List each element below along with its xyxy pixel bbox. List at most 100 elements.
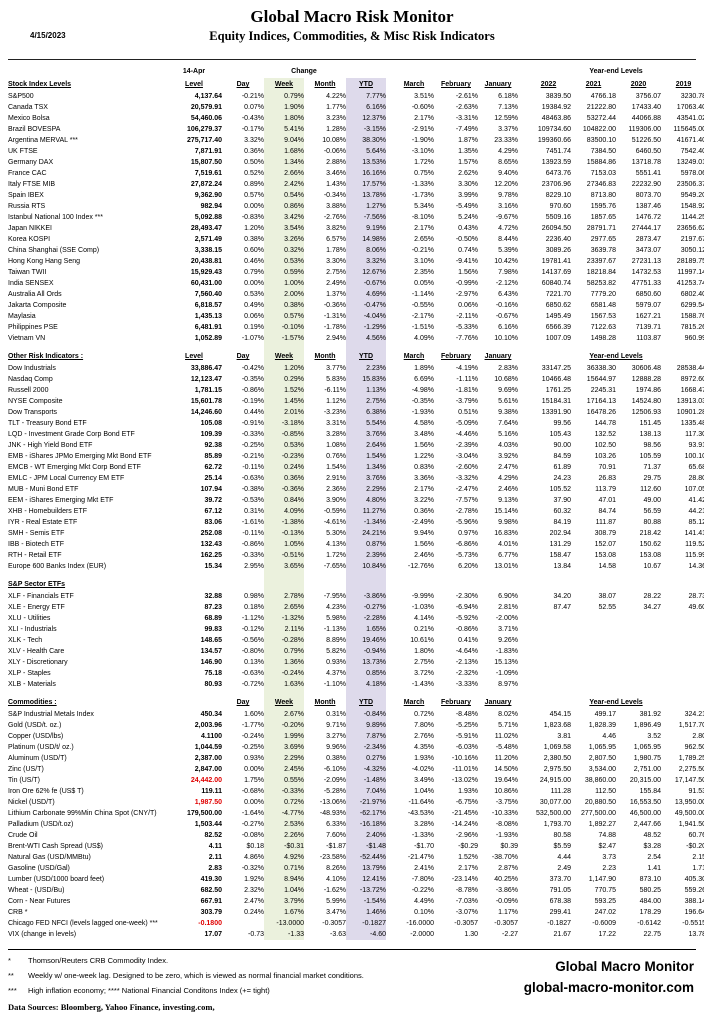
value-cell: 2.41%: [414, 865, 434, 872]
value-cell: -0.94%: [363, 648, 386, 655]
value-cell: -0.51%: [281, 552, 304, 559]
row-label: Zinc (US/T): [8, 766, 44, 773]
value-cell: 0.51%: [458, 409, 478, 416]
value-cell: 68.89: [204, 615, 222, 622]
value-cell: -0.08%: [241, 832, 264, 839]
column-header: Week: [274, 353, 294, 360]
value-cell: -0.42%: [241, 365, 264, 372]
value-cell: -4.61%: [323, 519, 346, 526]
value-cell: -5.09%: [455, 420, 478, 427]
value-cell: 405.30: [684, 876, 704, 883]
value-cell: -0.3057: [494, 920, 518, 927]
row-label: XHB - Homebuilders ETF: [8, 508, 87, 515]
column-header: Week: [274, 699, 294, 706]
row-label: Brazil BOVESPA: [8, 126, 61, 133]
value-cell: -1.90%: [411, 137, 434, 144]
row-label: SMH - Semis ETF: [8, 530, 65, 537]
value-cell: 109.39: [200, 431, 222, 438]
row-label: RTH - Retail ETF: [8, 552, 62, 559]
value-cell: 4.35%: [414, 744, 434, 751]
row-label: LQD - Investment Grade Corp Bond ETF: [8, 431, 135, 438]
value-cell: 1,435.13: [194, 313, 222, 320]
value-cell: -5.96%: [455, 519, 478, 526]
value-cell: 28189.75: [676, 258, 704, 265]
value-cell: -1.11%: [456, 376, 478, 383]
column-header: Month: [314, 81, 336, 88]
value-cell: 4.29%: [498, 148, 518, 155]
value-cell: 153.08: [594, 552, 616, 559]
value-cell: 6581.48: [590, 302, 616, 309]
row-label: Palladium (USD/t.oz): [8, 821, 74, 828]
row-label: XLY - Discretionary: [8, 659, 68, 666]
row-label: XLE - Energy ETF: [8, 604, 65, 611]
value-cell: 37.90: [553, 497, 571, 504]
value-cell: 8972.60: [680, 376, 704, 383]
value-cell: 2,847.00: [194, 766, 222, 773]
value-cell: 80.88: [643, 519, 661, 526]
value-cell: 98.56: [643, 442, 661, 449]
value-cell: 0.49%: [244, 302, 264, 309]
value-cell: 12,123.47: [190, 376, 222, 383]
value-cell: 593.25: [594, 898, 616, 905]
row-label: Brent-WTI Cash Spread (US$): [8, 843, 103, 850]
value-cell: 1,896.49: [633, 722, 661, 729]
value-cell: 3.76%: [366, 475, 386, 482]
value-cell: 3473.07: [635, 247, 661, 254]
footnote-marker: **: [8, 971, 14, 980]
table-row: Brazil BOVESPA 106,279.37 -0.17% 5.41% 1.28%…: [8, 124, 704, 135]
row-label: Iron Ore 62% fe (US$ T): [8, 788, 84, 795]
table-row: XLI - Industrials 99.83 -0.12% 2.11% -1.13% 1…: [8, 624, 696, 635]
value-cell: 3839.50: [545, 93, 571, 100]
value-cell: 13,950.00: [674, 799, 704, 806]
value-cell: 6299.54: [680, 302, 704, 309]
value-cell: [616, 635, 661, 646]
value-cell: 1.90%: [284, 104, 304, 111]
value-cell: 119.11: [201, 788, 222, 795]
value-cell: 4766.18: [590, 93, 616, 100]
value-cell: 9.19%: [366, 225, 386, 232]
value-cell: 0.72%: [284, 799, 304, 806]
value-cell: -3.86%: [363, 593, 386, 600]
value-cell: 2,380.50: [543, 755, 571, 762]
table-row: XLU - Utilities 68.89 -1.12% -1.32% 5.98% -2.…: [8, 613, 696, 624]
value-cell: 2.01%: [284, 409, 304, 416]
value-cell: 7815.26: [680, 324, 704, 331]
value-cell: 2.83%: [498, 365, 518, 372]
value-cell: [526, 646, 571, 657]
value-cell: 0.93%: [244, 755, 264, 762]
value-cell: -7.56%: [363, 214, 386, 221]
value-cell: 14.58: [598, 563, 616, 570]
value-cell: 3.73: [602, 854, 616, 861]
value-cell: 0.07%: [244, 104, 264, 111]
value-cell: 2,387.00: [194, 755, 222, 762]
value-cell: 1.04%: [284, 887, 304, 894]
value-cell: -3.79%: [455, 398, 478, 405]
table-row: Mexico Bolsa 54,460.06 -0.43% 1.80% 3.23% 12.…: [8, 113, 704, 124]
value-cell: 6,818.57: [194, 302, 222, 309]
value-cell: 3.51%: [414, 93, 434, 100]
value-cell: 10.10%: [494, 335, 518, 342]
value-cell: -9.41%: [455, 258, 478, 265]
value-cell: 0.36%: [414, 508, 434, 515]
value-cell: 1.87%: [458, 137, 478, 144]
row-label: Russia RTS: [8, 203, 46, 210]
row-label: XLF - Financials ETF: [8, 593, 74, 600]
value-cell: -4.60: [370, 931, 386, 938]
value-cell: 1,793.70: [543, 821, 571, 828]
column-header: February: [441, 81, 471, 88]
value-cell: 0.44%: [244, 409, 264, 416]
value-cell: 15.13%: [494, 659, 518, 666]
footnote-text: Weekly w/ one-week lag. Designed to be z…: [28, 971, 364, 980]
value-cell: 28538.44: [676, 365, 704, 372]
value-cell: 9.71%: [326, 722, 346, 729]
value-cell: 0.06%: [244, 313, 264, 320]
footnote-text: High inflation economy; **** National Fi…: [28, 986, 270, 995]
value-cell: 105.43: [549, 431, 571, 438]
page-subtitle: Equity Indices, Commodities, & Misc Risk…: [209, 29, 495, 43]
table-row: Canada TSX 20,579.91 0.07% 1.90% 1.77% 6.16% -…: [8, 102, 704, 113]
value-cell: 2977.65: [590, 236, 616, 243]
value-cell: 17,147.50: [674, 777, 704, 784]
value-cell: 0.53%: [284, 442, 304, 449]
value-cell: 112.50: [595, 788, 616, 795]
value-cell: 6802.40: [680, 291, 704, 298]
